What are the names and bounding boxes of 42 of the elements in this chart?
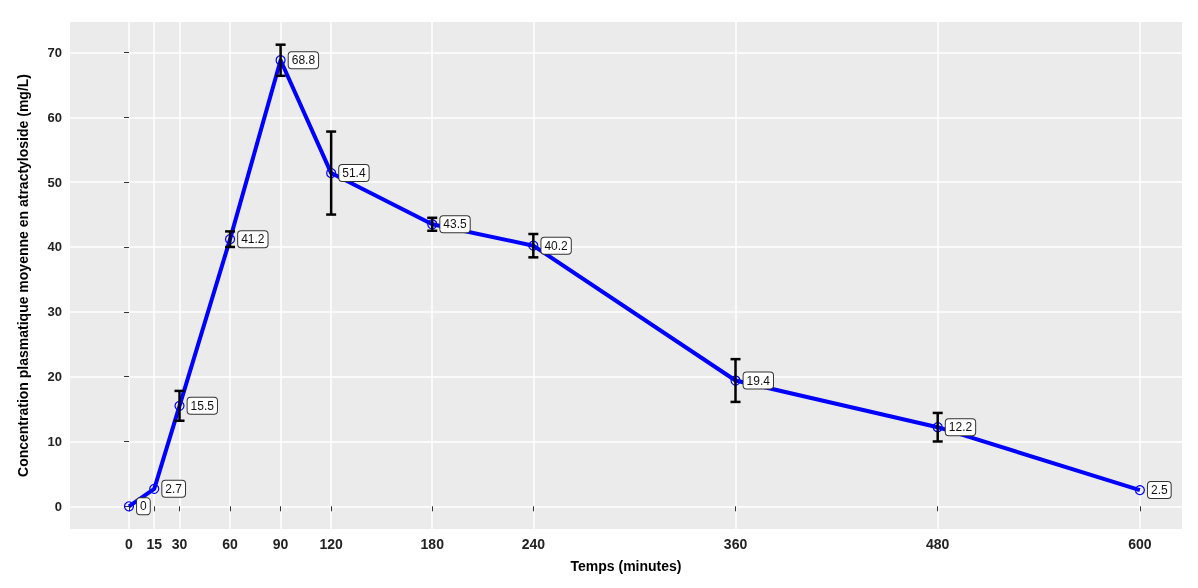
y-axis-title: Concentration plasmatique moyenne en atractyloside (mg/L) — [15, 74, 31, 477]
point — [932, 422, 943, 433]
data-label: 40.2 — [544, 238, 569, 253]
y-tick-label: 10 — [47, 433, 62, 449]
point — [1134, 485, 1145, 496]
y-tick-label: 0 — [54, 498, 62, 514]
point — [174, 400, 185, 411]
y-tick-label: 40 — [47, 239, 62, 255]
y-tick-label: 70 — [47, 44, 62, 60]
x-tick-label: 15 — [146, 536, 163, 552]
x-tick-label: 120 — [319, 536, 344, 552]
x-tick-label: 60 — [222, 536, 239, 552]
y-tick-label: 30 — [47, 304, 62, 320]
y-tick-label: 50 — [47, 174, 62, 190]
point — [326, 167, 337, 179]
y-tick-label: 60 — [47, 109, 62, 125]
point — [123, 501, 135, 512]
point — [224, 234, 236, 245]
x-tick-label: 180 — [420, 536, 445, 552]
data-label: 0 — [140, 499, 148, 514]
data-label: 15.5 — [190, 398, 215, 413]
data-label: 2.5 — [1150, 483, 1168, 498]
y-tick-label: 20 — [47, 369, 62, 385]
data-label: 41.2 — [241, 232, 265, 247]
x-axis-title: Temps (minutes) — [570, 558, 682, 574]
point — [730, 375, 741, 386]
data-label: 12.2 — [948, 420, 973, 435]
data-label: 2.7 — [165, 481, 183, 496]
x-tick-label: 480 — [926, 536, 950, 552]
data-label: 51.4 — [342, 166, 366, 181]
point — [528, 240, 539, 251]
x-tick-label: 0 — [125, 536, 134, 552]
point — [275, 55, 286, 66]
x-tick-label: 240 — [521, 536, 546, 552]
x-tick-label: 360 — [723, 536, 748, 552]
data-label: 19.4 — [746, 373, 771, 388]
data-label: 68.8 — [291, 53, 316, 68]
x-tick-label: 90 — [272, 536, 289, 552]
data-label: 43.5 — [443, 217, 468, 232]
x-tick-label: 600 — [1128, 536, 1152, 552]
point — [149, 483, 160, 494]
x-tick-label: 30 — [171, 536, 188, 552]
